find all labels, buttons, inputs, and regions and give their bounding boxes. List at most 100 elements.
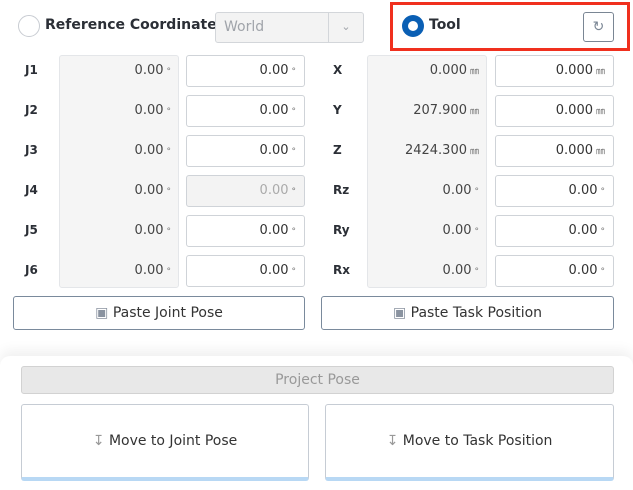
task-current-value: 0.00 ° bbox=[367, 263, 479, 278]
unit: ㎜ bbox=[469, 107, 479, 117]
task-label: Rz bbox=[333, 183, 350, 197]
value: 0.00 bbox=[442, 183, 472, 198]
reset-icon: ↻ bbox=[592, 19, 605, 35]
value: 0.00 bbox=[259, 143, 289, 158]
value: 0.00 bbox=[134, 223, 164, 238]
unit: ° bbox=[166, 67, 172, 77]
value: 0.00 bbox=[259, 223, 289, 238]
value: 0.00 bbox=[259, 63, 289, 78]
unit: ° bbox=[166, 107, 172, 117]
joints-label: J6 bbox=[25, 263, 38, 277]
task-current-panel bbox=[367, 55, 487, 288]
value: 207.900 bbox=[413, 103, 467, 118]
unit: ° bbox=[166, 187, 172, 197]
paste-joint-pose-button[interactable]: ▣ Paste Joint Pose bbox=[13, 296, 305, 330]
reference-coordinates-label: Reference Coordinates bbox=[45, 17, 226, 33]
joints-current-value: 0.00 ° bbox=[59, 103, 171, 118]
value: 0.00 bbox=[568, 223, 598, 238]
task-label: Y bbox=[333, 103, 342, 117]
value: 0.000 bbox=[555, 143, 593, 158]
move-down-icon: ↧ bbox=[92, 433, 105, 449]
joints-current-value: 0.00 ° bbox=[59, 183, 171, 198]
task-target-input[interactable]: 0.000 ㎜ bbox=[495, 95, 614, 127]
task-current-value: 0.00 ° bbox=[367, 183, 479, 198]
value: 0.00 bbox=[134, 263, 164, 278]
move-to-joint-pose-button[interactable]: ↧ Move to Joint Pose bbox=[21, 404, 309, 481]
unit: ㎜ bbox=[595, 147, 605, 157]
value: 0.00 bbox=[259, 103, 289, 118]
value: 0.00 bbox=[134, 63, 164, 78]
reset-button[interactable]: ↻ bbox=[583, 12, 614, 42]
joints-target-input[interactable]: 0.00 ° bbox=[186, 135, 305, 167]
value: 0.00 bbox=[134, 103, 164, 118]
task-current-value: 207.900 ㎜ bbox=[367, 103, 479, 118]
joints-target-input[interactable]: 0.00 ° bbox=[186, 95, 305, 127]
project-pose-button[interactable]: Project Pose bbox=[21, 366, 614, 394]
reference-coordinates-radio[interactable] bbox=[18, 15, 40, 37]
chevron-down-icon: ⌄ bbox=[328, 13, 363, 42]
task-target-input[interactable]: 0.000 ㎜ bbox=[495, 135, 614, 167]
task-label: Rx bbox=[333, 263, 350, 277]
unit: ㎜ bbox=[469, 67, 479, 77]
move-down-icon: ↧ bbox=[386, 433, 399, 449]
joints-target-input[interactable]: 0.00 ° bbox=[186, 55, 305, 87]
value: 2424.300 bbox=[404, 143, 467, 158]
reference-frame-select[interactable]: World ⌄ bbox=[215, 12, 364, 43]
unit: ° bbox=[291, 227, 297, 237]
value: 0.000 bbox=[555, 103, 593, 118]
task-target-input[interactable]: 0.00 ° bbox=[495, 215, 614, 247]
joints-current-value: 0.00 ° bbox=[59, 143, 171, 158]
joints-label: J2 bbox=[25, 103, 38, 117]
joints-label: J3 bbox=[25, 143, 38, 157]
unit: ° bbox=[166, 227, 172, 237]
value: 0.00 bbox=[442, 223, 472, 238]
unit: ° bbox=[474, 267, 480, 277]
move-to-task-position-button[interactable]: ↧ Move to Task Position bbox=[325, 404, 614, 481]
task-target-input[interactable]: 0.00 ° bbox=[495, 255, 614, 287]
unit: ㎜ bbox=[469, 147, 479, 157]
unit: ° bbox=[474, 227, 480, 237]
paste-icon: ▣ bbox=[95, 305, 109, 321]
unit: ° bbox=[600, 267, 606, 277]
unit: ° bbox=[600, 227, 606, 237]
tool-label: Tool bbox=[429, 17, 461, 33]
unit: ° bbox=[291, 107, 297, 117]
unit: ° bbox=[291, 267, 297, 277]
task-label: Z bbox=[333, 143, 342, 157]
value: 0.000 bbox=[429, 63, 467, 78]
joints-current-value: 0.00 ° bbox=[59, 223, 171, 238]
button-label: Move to Joint Pose bbox=[108, 433, 238, 449]
value: 0.000 bbox=[555, 63, 593, 78]
joints-target-input[interactable]: 0.00 ° bbox=[186, 175, 305, 207]
unit: ° bbox=[600, 187, 606, 197]
unit: ° bbox=[291, 67, 297, 77]
joint-current-panel bbox=[59, 55, 179, 288]
joints-target-input[interactable]: 0.00 ° bbox=[186, 215, 305, 247]
unit: ㎜ bbox=[595, 107, 605, 117]
task-target-input[interactable]: 0.000 ㎜ bbox=[495, 55, 614, 87]
unit: ° bbox=[166, 147, 172, 157]
select-value: World bbox=[224, 19, 265, 35]
value: 0.00 bbox=[568, 263, 598, 278]
task-current-value: 2424.300 ㎜ bbox=[367, 143, 479, 158]
value: 0.00 bbox=[568, 183, 598, 198]
button-label: Paste Joint Pose bbox=[112, 305, 223, 321]
unit: ° bbox=[291, 187, 297, 197]
paste-task-position-button[interactable]: ▣ Paste Task Position bbox=[321, 296, 614, 330]
tool-radio[interactable] bbox=[402, 15, 424, 37]
joints-label: J4 bbox=[25, 183, 38, 197]
joints-target-input[interactable]: 0.00 ° bbox=[186, 255, 305, 287]
unit: ° bbox=[291, 147, 297, 157]
task-current-value: 0.00 ° bbox=[367, 223, 479, 238]
value: 0.00 bbox=[134, 183, 164, 198]
paste-icon: ▣ bbox=[392, 305, 407, 321]
unit: ° bbox=[474, 187, 480, 197]
tool-highlight-box bbox=[390, 2, 630, 51]
unit: ° bbox=[166, 267, 172, 277]
value: 0.00 bbox=[442, 263, 472, 278]
joints-current-value: 0.00 ° bbox=[59, 263, 171, 278]
value: 0.00 bbox=[259, 263, 289, 278]
task-target-input[interactable]: 0.00 ° bbox=[495, 175, 614, 207]
joints-label: J5 bbox=[25, 223, 38, 237]
unit: ㎜ bbox=[595, 67, 605, 77]
